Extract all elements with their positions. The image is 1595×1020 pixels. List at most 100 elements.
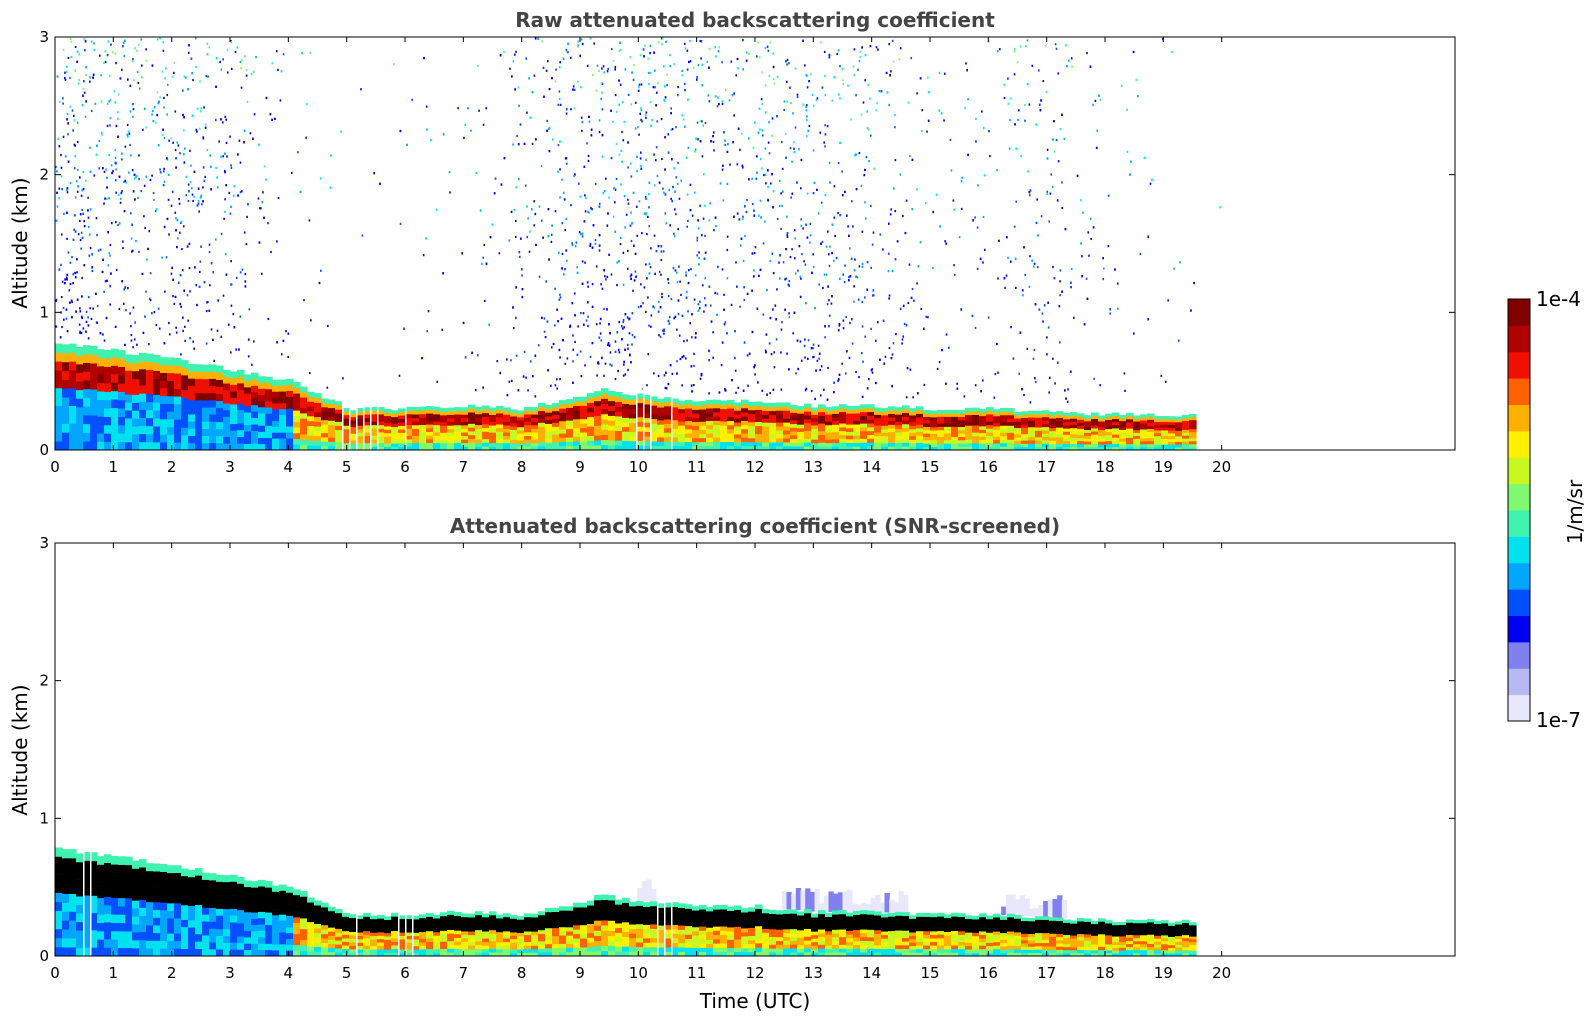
noise-pixel: [1117, 307, 1119, 310]
noise-pixel: [196, 130, 198, 133]
heatmap-cell: [909, 432, 917, 437]
heatmap-cell: [615, 430, 623, 436]
heatmap-cell: [195, 392, 203, 401]
heatmap-cell: [314, 435, 322, 441]
heatmap-cell: [832, 428, 840, 433]
heatmap-cell: [356, 425, 364, 430]
noise-pixel: [114, 325, 117, 328]
noise-pixel: [743, 298, 746, 302]
heatmap-cell: [937, 433, 945, 437]
noise-pixel: [888, 43, 891, 46]
heatmap-cell: [1007, 425, 1015, 430]
noise-pixel: [645, 197, 647, 201]
noise-pixel: [638, 133, 640, 136]
noise-pixel: [736, 212, 739, 215]
noise-pixel: [664, 136, 666, 139]
heatmap-cell: [993, 422, 1001, 427]
noise-pixel: [589, 244, 592, 248]
noise-pixel: [815, 99, 818, 102]
heatmap-cell: [223, 383, 231, 391]
noise-pixel: [704, 304, 707, 307]
heatmap-cell: [83, 423, 91, 433]
noise-pixel: [290, 171, 293, 175]
noise-pixel: [925, 315, 928, 318]
noise-pixel: [604, 362, 607, 365]
heatmap-cell: [328, 412, 336, 417]
heatmap-cell: [244, 418, 252, 426]
heatmap-cell: [979, 439, 987, 444]
noise-pixel: [762, 242, 765, 245]
heatmap-cell: [713, 428, 721, 434]
noise-pixel: [79, 330, 81, 333]
noise-pixel: [81, 276, 83, 280]
heatmap-cell: [874, 421, 882, 426]
noise-pixel: [614, 68, 616, 71]
heatmap-cell: [412, 428, 420, 433]
noise-pixel: [177, 144, 180, 147]
noise-pixel: [812, 104, 815, 108]
heatmap-cell: [181, 427, 189, 436]
heatmap-cell: [965, 435, 973, 440]
noise-pixel: [847, 84, 849, 87]
heatmap-cell: [55, 414, 63, 424]
noise-pixel: [1067, 388, 1069, 391]
heatmap-cell: [377, 439, 385, 444]
heatmap-cell: [160, 357, 168, 366]
heatmap-cell: [195, 428, 203, 437]
heatmap-cell: [468, 438, 476, 443]
heatmap-cell: [979, 415, 987, 420]
heatmap-cell: [1007, 446, 1015, 450]
noise-pixel: [668, 322, 671, 325]
heatmap-cell: [881, 408, 889, 412]
noise-pixel: [67, 122, 69, 125]
noise-pixel: [1109, 312, 1112, 315]
noise-pixel: [563, 198, 566, 201]
noise-pixel: [87, 316, 89, 319]
noise-pixel: [89, 247, 92, 250]
noise-pixel: [238, 348, 240, 351]
heatmap-cell: [153, 354, 161, 364]
noise-pixel: [652, 86, 655, 89]
heatmap-cell: [279, 432, 287, 439]
noise-pixel: [161, 133, 164, 136]
missing-profile: [650, 389, 652, 450]
noise-pixel: [164, 290, 166, 293]
noise-pixel: [671, 128, 674, 131]
noise-pixel: [680, 179, 683, 182]
noise-pixel: [760, 98, 763, 101]
heatmap-cell: [825, 421, 833, 426]
heatmap-cell: [769, 422, 777, 427]
heatmap-cell: [83, 415, 91, 425]
noise-pixel: [240, 86, 243, 89]
heatmap-cell: [965, 421, 973, 426]
noise-pixel: [515, 354, 518, 357]
noise-pixel: [653, 69, 656, 72]
heatmap-cell: [300, 413, 308, 419]
heatmap-cell: [664, 441, 672, 446]
noise-pixel: [698, 263, 700, 266]
noise-pixel: [558, 348, 561, 352]
noise-pixel: [902, 335, 905, 338]
noise-pixel: [85, 100, 87, 103]
noise-pixel: [224, 210, 226, 214]
noise-pixel: [210, 188, 212, 191]
noise-pixel: [872, 231, 875, 234]
noise-pixel: [646, 384, 648, 387]
noise-pixel: [235, 348, 238, 351]
noise-pixel: [280, 70, 283, 73]
noise-pixel: [133, 338, 136, 341]
heatmap-cell: [279, 397, 287, 404]
heatmap-cell: [489, 432, 497, 437]
noise-pixel: [189, 290, 191, 293]
heatmap-cell: [552, 410, 560, 416]
noise-pixel: [805, 105, 808, 109]
heatmap-cell: [552, 442, 560, 447]
noise-pixel: [833, 381, 835, 384]
noise-pixel: [1143, 156, 1146, 160]
noise-pixel: [780, 227, 782, 230]
heatmap-cell: [650, 427, 658, 433]
noise-pixel: [837, 49, 840, 52]
noise-pixel: [204, 123, 207, 126]
heatmap-cell: [755, 421, 763, 427]
noise-pixel: [654, 86, 656, 89]
